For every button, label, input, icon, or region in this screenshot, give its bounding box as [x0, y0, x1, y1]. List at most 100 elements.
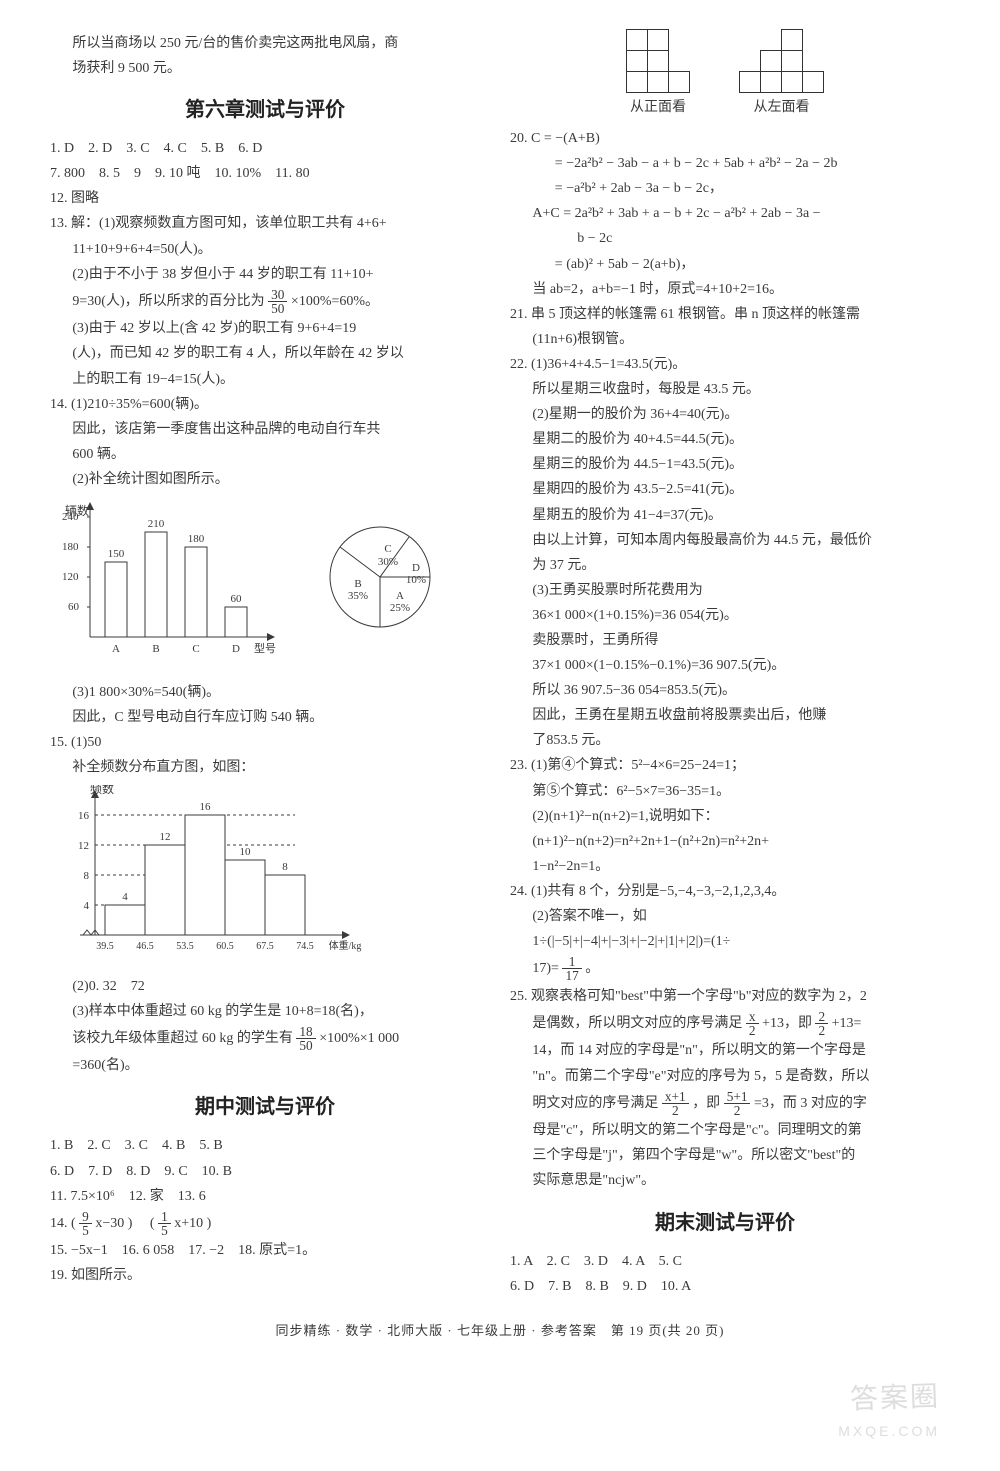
final-mc-2: 6. D 7. B 8. B 9. D 10. A — [510, 1275, 940, 1298]
ch6-item15-l5: 该校九年级体重超过 60 kg 的学生有 18 50 ×100%×1 000 — [50, 1025, 480, 1053]
mid-mc-2: 6. D 7. D 8. D 9. C 10. B — [50, 1160, 480, 1183]
text: 9=30(人)，所以所求的百分比为 — [72, 294, 264, 309]
svg-text:10: 10 — [240, 846, 252, 858]
text: 是偶数，所以明文对应的序号满足 — [532, 1016, 742, 1031]
mid-item24-l1: 24. (1)共有 8 个，分别是−5,−4,−3,−2,1,2,3,4。 — [510, 880, 940, 903]
mid-item20-l4: A+C = 2a²b² + 3ab + a − b + 2c − a²b² + … — [510, 202, 940, 225]
svg-text:10%: 10% — [406, 574, 426, 586]
num: 9 — [79, 1210, 92, 1224]
mid-item22-l4: 星期二的股价为 40+4.5=44.5(元)。 — [510, 428, 940, 451]
svg-text:A: A — [396, 590, 404, 602]
mid-item22-l10: (3)王勇买股票时所花费用为 — [510, 579, 940, 602]
svg-text:C: C — [192, 643, 199, 655]
den: 2 — [815, 1024, 828, 1037]
mid-item25-l2: 是偶数，所以明文对应的序号满足 x 2 +13，即 2 2 +13= — [510, 1010, 940, 1038]
num: x — [746, 1010, 759, 1024]
histogram: 频数 4 8 — [50, 785, 480, 968]
intro-line-2: 场获利 9 500 元。 — [50, 57, 480, 80]
mid-item23-l5: 1−n²−2n=1。 — [510, 855, 940, 878]
mid-item21-l2: (11n+6)根钢管。 — [510, 328, 940, 351]
fraction: 9 5 — [79, 1210, 92, 1238]
svg-text:16: 16 — [78, 810, 90, 822]
fraction: x 2 — [746, 1010, 759, 1038]
text: 。 — [585, 961, 599, 976]
left-view: 从左面看 — [740, 30, 824, 119]
mid-item22-l12: 卖股票时，王勇所得 — [510, 629, 940, 652]
mid-item22-l5: 星期三的股价为 44.5−1=43.5(元)。 — [510, 453, 940, 476]
mid-item20-l1: 20. C = −(A+B) — [510, 127, 940, 150]
ch6-item14-l4: (2)补全统计图如图所示。 — [50, 468, 480, 491]
ch6-item15-l1: 15. (1)50 — [50, 731, 480, 754]
text: ×100%×1 000 — [319, 1031, 399, 1046]
svg-text:60.5: 60.5 — [216, 941, 234, 952]
fraction: 1 5 — [158, 1210, 171, 1238]
svg-text:60: 60 — [68, 601, 80, 613]
num: 1 — [562, 955, 581, 969]
text: 14. — [50, 1216, 71, 1231]
text: 17)= — [532, 961, 559, 976]
mid-item24-l3: 1÷(|−5|+|−4|+|−3|+|−2|+|1|+|2|)=(1÷ — [510, 930, 940, 953]
mid-item22-l16: 了853.5 元。 — [510, 729, 940, 752]
ch6-item12: 12. 图略 — [50, 187, 480, 210]
ch6-mc-2: 7. 800 8. 5 9 9. 10 吨 10. 10% 11. 80 — [50, 162, 480, 185]
mid-item25-l3: 14，而 14 对应的字母是"n"，所以明文的第一个字母是 — [510, 1039, 940, 1062]
fraction: 5+1 2 — [724, 1090, 751, 1118]
mid-item22-l14: 所以 36 907.5−36 054=853.5(元)。 — [510, 679, 940, 702]
final-title: 期末测试与评价 — [510, 1207, 940, 1240]
svg-text:74.5: 74.5 — [296, 941, 314, 952]
num: 1 — [158, 1210, 171, 1224]
mid-item25-l5: 明文对应的序号满足 x+1 2 ，即 5+1 2 =3，而 3 对应的字 — [510, 1090, 940, 1118]
svg-text:C: C — [384, 543, 391, 555]
text: +13= — [832, 1016, 862, 1031]
svg-text:67.5: 67.5 — [256, 941, 274, 952]
fraction: 18 50 — [296, 1025, 315, 1053]
svg-text:39.5: 39.5 — [96, 941, 114, 952]
mid-item25-l7: 三个字母是"j"，第四个字母是"w"。所以密文"best"的 — [510, 1144, 940, 1167]
mid-item22-l15: 因此，王勇在星期五收盘前将股票卖出后，他赚 — [510, 704, 940, 727]
text: =3，而 3 对应的字 — [754, 1096, 867, 1111]
ch6-item13-l1: 13. 解：(1)观察频数直方图可知，该单位职工共有 4+6+ — [50, 212, 480, 235]
svg-text:30%: 30% — [378, 556, 398, 568]
svg-text:4: 4 — [122, 891, 128, 903]
mid-item25-l4: "n"。而第二个字母"e"对应的序号为 5，5 是奇数，所以 — [510, 1065, 940, 1088]
mid-item22-l8: 由以上计算，可知本周内每股最高价为 44.5 元，最低价 — [510, 529, 940, 552]
svg-text:120: 120 — [62, 571, 79, 583]
svg-text:60: 60 — [231, 593, 243, 605]
fraction: x+1 2 — [662, 1090, 689, 1118]
mid-item23-l2: 第⑤个算式：6²−5×7=36−35=1。 — [510, 780, 940, 803]
mid-item25-l6: 母是"c"，所以明文的第二个字母是"c"。同理明文的第 — [510, 1119, 940, 1142]
text: x−30 — [95, 1216, 124, 1231]
den: 2 — [746, 1024, 759, 1037]
front-label: 从正面看 — [627, 96, 690, 119]
text: ×100%=60%。 — [291, 294, 379, 309]
svg-text:B: B — [152, 643, 159, 655]
barchart-piechart: 辆数 60 120 180 240 — [50, 497, 480, 675]
fraction: 2 2 — [815, 1010, 828, 1038]
mid-item24-l2: (2)答案不唯一，如 — [510, 905, 940, 928]
mid-item22-l7: 星期五的股价为 41−4=37(元)。 — [510, 504, 940, 527]
num: 30 — [268, 288, 287, 302]
svg-text:12: 12 — [78, 840, 89, 852]
svg-text:180: 180 — [188, 533, 205, 545]
svg-text:210: 210 — [148, 518, 165, 530]
page-footer: 同步精练 · 数学 · 北师大版 · 七年级上册 · 参考答案 第 19 页(共… — [50, 1320, 950, 1341]
midterm-title: 期中测试与评价 — [50, 1091, 480, 1124]
svg-text:A: A — [112, 643, 120, 655]
final-mc-1: 1. A 2. C 3. D 4. A 5. C — [510, 1250, 940, 1273]
text: ，即 — [692, 1096, 720, 1111]
num: 18 — [296, 1025, 315, 1039]
den: 5 — [79, 1224, 92, 1237]
num: 2 — [815, 1010, 828, 1024]
ch6-item15-l6: =360(名)。 — [50, 1054, 480, 1077]
ch6-item13-l4: 9=30(人)，所以所求的百分比为 30 50 ×100%=60%。 — [50, 288, 480, 316]
svg-text:12: 12 — [160, 831, 171, 843]
watermark: 答案圈 — [849, 1373, 941, 1422]
mid-item23-l1: 23. (1)第④个算式：5²−4×6=25−24=1； — [510, 754, 940, 777]
svg-text:25%: 25% — [390, 602, 410, 614]
mid-item21-l1: 21. 串 5 顶这样的帐篷需 61 根钢管。串 n 顶这样的帐篷需 — [510, 303, 940, 326]
mid-item22-l11: 36×1 000×(1+0.15%)=36 054(元)。 — [510, 604, 940, 627]
mid-item20-l6: = (ab)² + 5ab − 2(a+b)， — [510, 253, 940, 276]
svg-text:8: 8 — [84, 870, 90, 882]
mid-item20-l3: = −a²b² + 2ab − 3a − b − 2c， — [510, 177, 940, 200]
watermark-sub: MXQE.COM — [838, 1420, 940, 1443]
